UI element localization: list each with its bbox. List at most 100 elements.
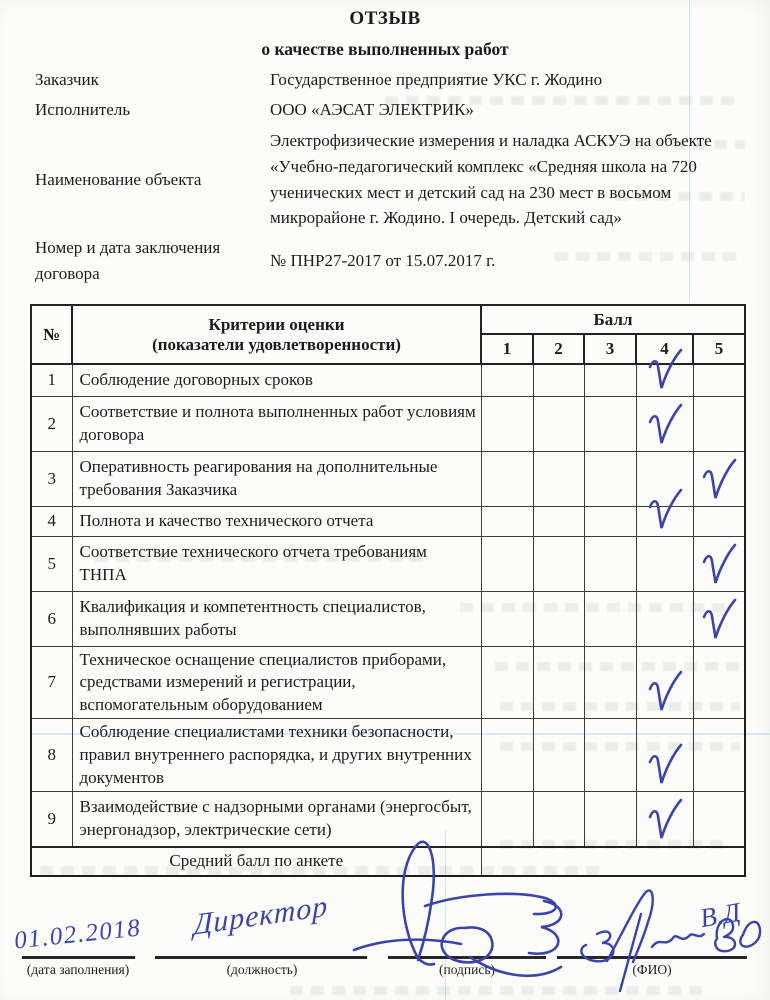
checkmark-icon — [648, 743, 682, 784]
score-cell — [635, 488, 694, 537]
score-cell — [692, 791, 746, 848]
col-header-score-3: 3 — [583, 333, 637, 365]
table-row: 6 Квалификация и компетентность специали… — [30, 590, 746, 647]
score-cell — [480, 590, 534, 647]
row-number: 3 — [30, 450, 73, 507]
info-fields: Заказчик Государственное предприятие УКС… — [35, 70, 741, 286]
field-object-name: Наименование объекта Электрофизические и… — [35, 128, 741, 231]
criteria-text: Соблюдение специалистами техники безопас… — [71, 718, 482, 793]
col-header-score-1: 1 — [480, 333, 534, 365]
field-value: Государственное предприятие УКС г. Жодин… — [270, 70, 603, 89]
score-cell — [532, 535, 585, 592]
checkmark-icon — [648, 348, 682, 388]
checkmark-icon — [648, 798, 682, 839]
score-cell — [583, 363, 637, 397]
date-label: (дата заполнения) — [26, 962, 130, 977]
score-cell — [480, 645, 534, 720]
row-number: 9 — [30, 791, 73, 848]
signature-line — [388, 956, 546, 959]
signature-label: (подпись) — [438, 962, 496, 977]
table-row: 7 Техническое оснащение специалистов при… — [30, 645, 746, 720]
handwritten-position: Директор — [193, 889, 329, 942]
row-number: 4 — [30, 505, 73, 537]
scan-artifact — [385, 96, 740, 105]
score-cell — [583, 590, 637, 647]
checkmark-icon — [702, 543, 737, 583]
field-label: Номер и дата заключения договора — [35, 238, 221, 283]
score-cell — [532, 395, 585, 452]
scan-artifact — [445, 830, 446, 1000]
score-cell — [583, 505, 637, 537]
table-row: 9 Взаимодействие с надзорными органами (… — [30, 791, 746, 848]
row-number: 1 — [30, 363, 73, 397]
score-cell — [480, 535, 534, 592]
score-cell — [692, 645, 746, 720]
field-label: Исполнитель — [35, 100, 131, 119]
score-cell — [635, 535, 694, 592]
col-header-criteria: Критерии оценки (показатели удовлетворен… — [71, 304, 482, 365]
score-cell — [635, 348, 694, 397]
checkmark-icon — [648, 671, 682, 711]
document-header: ОТЗЫВ о качестве выполненных работ — [0, 8, 770, 60]
row-number: 2 — [30, 395, 73, 452]
field-value: Электрофизические измерения и наладка АС… — [270, 131, 712, 228]
criteria-header-line1: Критерии оценки — [208, 314, 345, 334]
criteria-text: Оперативность реагирования на дополнител… — [71, 450, 482, 507]
row-number: 6 — [30, 590, 73, 647]
checkmark-icon — [648, 403, 682, 443]
row-number: 8 — [30, 718, 73, 793]
scan-artifact — [555, 252, 740, 261]
score-cell — [480, 363, 534, 397]
table-row: 2 Соответствие и полнота выполненных раб… — [30, 395, 746, 452]
field-value: ООО «АЭСАТ ЭЛЕКТРИК» — [270, 100, 474, 119]
scan-artifact — [290, 986, 710, 995]
criteria-text: Квалификация и компетентность специалист… — [71, 590, 482, 647]
field-label: Наименование объекта — [35, 169, 202, 189]
scan-artifact — [630, 140, 745, 149]
field-contractor: Исполнитель ООО «АЭСАТ ЭЛЕКТРИК» — [35, 100, 741, 120]
field-label: Заказчик — [35, 70, 99, 89]
score-cell — [532, 505, 585, 537]
criteria-text: Взаимодействие с надзорными органами (эн… — [71, 791, 482, 848]
score-cell — [692, 505, 746, 537]
table-row: 4 Полнота и качество технического отчета — [30, 488, 746, 537]
score-cell — [583, 395, 637, 452]
field-contract-number: Номер и дата заключения договора № ПНР27… — [35, 235, 741, 286]
criteria-header-line2: (показатели удовлетворенности) — [152, 334, 401, 354]
score-cell — [532, 590, 585, 647]
checkmark-icon — [702, 598, 737, 638]
criteria-text: Соответствие технического отчета требова… — [71, 535, 482, 592]
score-cell — [635, 718, 694, 793]
row-number: 5 — [30, 535, 73, 592]
fio-signature-scribble — [580, 889, 762, 993]
fio-label: (ФИО) — [632, 962, 672, 977]
score-cell — [692, 395, 746, 452]
criteria-text: Соблюдение договорных сроков — [71, 363, 482, 397]
row-number: 7 — [30, 645, 73, 720]
table-row: 8 Соблюдение специалистами техники безоп… — [30, 718, 746, 793]
score-cell — [692, 590, 746, 647]
document-subtitle: о качестве выполненных работ — [261, 39, 509, 59]
position-label: (должность) — [226, 962, 298, 977]
document-title: ОТЗЫВ — [349, 8, 421, 29]
checkmark-icon — [702, 458, 737, 498]
col-header-score-2: 2 — [532, 333, 585, 365]
average-score-row: Средний балл по анкете — [30, 845, 746, 877]
score-cell — [583, 645, 637, 720]
signature-scribble — [352, 840, 563, 977]
score-cell — [480, 395, 534, 452]
col-header-score-group: Балл — [479, 304, 747, 335]
scan-artifact — [689, 0, 690, 300]
field-customer: Заказчик Государственное предприятие УКС… — [35, 70, 741, 90]
score-cell — [692, 450, 746, 507]
table-row: 5 Соответствие технического отчета требо… — [30, 535, 746, 592]
score-cell — [635, 590, 694, 647]
score-cell — [692, 363, 746, 397]
col-header-score-4: 4 — [635, 333, 694, 365]
checkmark-icon — [648, 488, 682, 528]
score-cell — [583, 450, 637, 507]
handwritten-date: 01.02.2018 — [12, 914, 143, 955]
col-header-no: № — [30, 304, 73, 365]
evaluation-table: № Критерии оценки (показатели удовлетвор… — [30, 304, 747, 877]
